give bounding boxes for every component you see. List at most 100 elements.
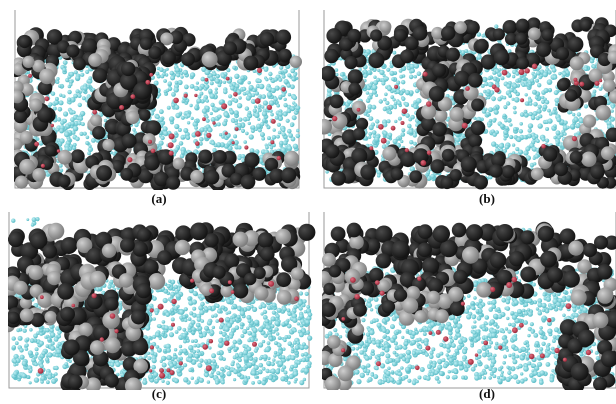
- molecule-sphere: [282, 140, 288, 146]
- molecule-sphere: [460, 156, 477, 173]
- molecule-sphere: [325, 170, 329, 174]
- molecule-sphere: [305, 365, 309, 369]
- molecule-sphere: [48, 102, 53, 107]
- molecule-sphere: [583, 104, 589, 109]
- molecule-sphere: [351, 100, 367, 115]
- molecule-sphere: [238, 117, 243, 122]
- molecule-sphere: [605, 127, 616, 143]
- molecule-sphere: [20, 83, 34, 97]
- molecule-sphere: [70, 121, 75, 126]
- molecule-sphere: [269, 168, 284, 184]
- molecule-sphere: [505, 101, 511, 106]
- molecule-sphere: [163, 79, 168, 83]
- molecule-sphere: [370, 29, 383, 42]
- molecule-sphere: [385, 100, 390, 106]
- molecule-sphere: [266, 341, 271, 345]
- molecule-sphere: [332, 115, 338, 122]
- molecule-sphere: [412, 25, 428, 41]
- molecule-sphere: [196, 343, 201, 348]
- molecule-sphere: [412, 133, 417, 138]
- molecule-sphere: [228, 76, 233, 81]
- molecule-sphere: [269, 145, 274, 150]
- molecule-sphere: [64, 131, 70, 138]
- molecule-sphere: [151, 364, 156, 370]
- molecule-sphere: [148, 46, 162, 60]
- molecule-sphere: [69, 71, 75, 77]
- molecule-sphere: [59, 128, 64, 134]
- molecule-sphere: [542, 71, 548, 78]
- molecule-sphere: [542, 146, 558, 162]
- molecule-sphere: [237, 79, 243, 85]
- molecule-sphere: [295, 133, 301, 139]
- molecule-sphere: [142, 133, 156, 147]
- molecule-sphere: [14, 63, 25, 76]
- molecule-sphere: [195, 131, 201, 137]
- molecule-sphere: [371, 104, 377, 110]
- molecule-sphere: [174, 131, 178, 135]
- molecule-sphere: [251, 381, 256, 385]
- molecule-sphere: [390, 167, 404, 181]
- molecule-sphere: [178, 344, 183, 349]
- molecule-sphere: [175, 67, 181, 73]
- molecule-sphere: [277, 336, 282, 340]
- molecule-sphere: [537, 104, 542, 110]
- molecule-sphere: [234, 121, 239, 126]
- molecule-sphere: [102, 138, 115, 152]
- molecule-sphere: [252, 108, 257, 113]
- molecule-sphere: [413, 75, 417, 79]
- molecule-sphere: [307, 354, 312, 359]
- molecule-sphere: [306, 315, 312, 321]
- molecule-sphere: [598, 87, 602, 91]
- molecule-sphere: [490, 129, 495, 134]
- molecule-sphere: [187, 326, 192, 330]
- molecule-sphere: [158, 140, 164, 146]
- molecule-sphere: [214, 78, 220, 84]
- molecule-sphere: [270, 368, 276, 374]
- molecule-sphere: [166, 175, 181, 190]
- molecule-sphere: [160, 135, 165, 141]
- molecule-sphere: [382, 122, 388, 128]
- molecule-sphere: [295, 105, 301, 111]
- molecule-sphere: [183, 363, 188, 368]
- molecule-sphere: [527, 27, 541, 41]
- molecule-sphere: [400, 151, 416, 168]
- molecule-sphere: [145, 79, 151, 85]
- molecule-sphere: [278, 111, 283, 117]
- molecule-sphere: [85, 141, 90, 145]
- molecule-sphere: [394, 119, 398, 124]
- molecule-sphere: [215, 303, 220, 309]
- molecule-sphere: [50, 123, 54, 128]
- molecule-sphere: [526, 17, 541, 32]
- molecule-sphere: [605, 96, 610, 101]
- molecule-sphere: [498, 143, 505, 149]
- molecule-sphere: [420, 160, 427, 166]
- molecule-sphere: [180, 75, 184, 79]
- molecule-sphere: [208, 346, 212, 350]
- molecule-sphere: [92, 126, 106, 140]
- molecule-sphere: [196, 98, 202, 104]
- molecule-sphere: [334, 68, 339, 72]
- molecule-sphere: [263, 67, 269, 72]
- molecule-sphere: [103, 118, 108, 123]
- molecule-sphere: [210, 117, 216, 122]
- molecule-sphere: [405, 113, 410, 118]
- molecule-sphere: [486, 89, 491, 94]
- molecule-sphere: [163, 130, 169, 137]
- molecule-sphere: [81, 38, 98, 54]
- molecule-sphere: [277, 130, 282, 135]
- molecule-sphere: [166, 348, 172, 353]
- molecule-sphere: [37, 80, 53, 96]
- molecule-sphere: [493, 109, 499, 115]
- molecule-sphere: [278, 140, 284, 146]
- molecule-sphere: [33, 333, 38, 339]
- molecule-sphere: [29, 328, 33, 332]
- molecule-sphere: [209, 111, 213, 116]
- molecule-sphere: [161, 320, 166, 324]
- molecule-sphere: [201, 51, 218, 68]
- molecule-sphere: [233, 134, 238, 139]
- molecule-sphere: [271, 330, 276, 334]
- molecule-sphere: [286, 83, 291, 88]
- molecule-sphere: [81, 96, 86, 101]
- molecule-sphere: [518, 69, 525, 76]
- molecule-sphere: [25, 343, 29, 348]
